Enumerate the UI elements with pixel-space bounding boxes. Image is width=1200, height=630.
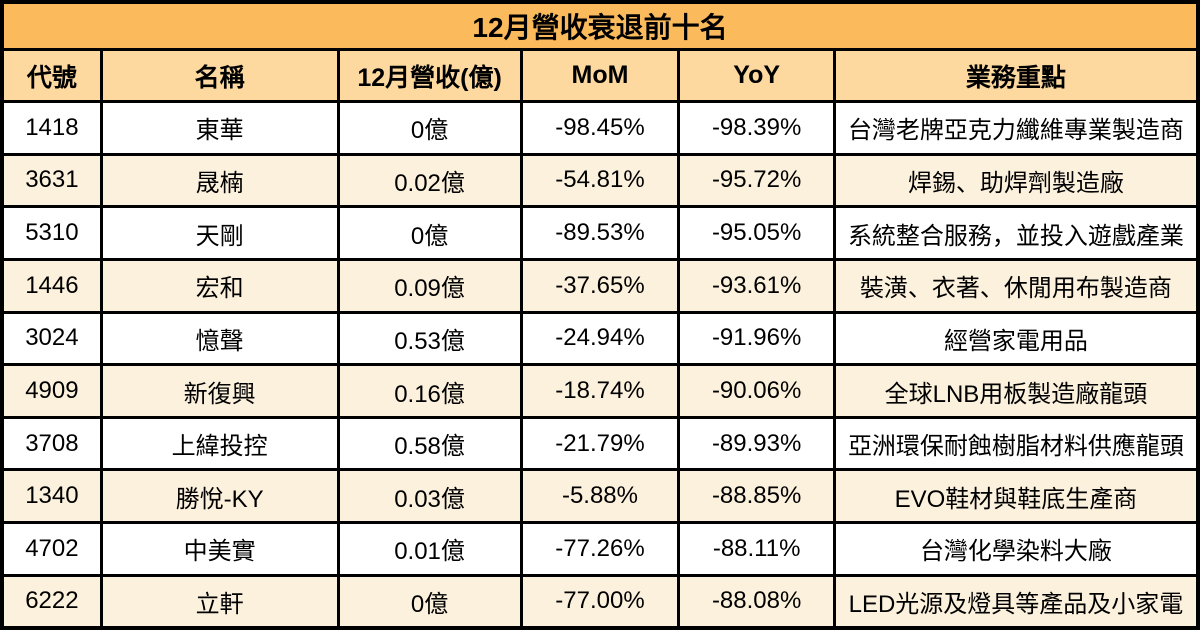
cell-name: 中美實: [99, 521, 340, 577]
cell-business: 焊錫、助焊劑製造廠: [832, 152, 1200, 209]
cell-revenue: 0.03億: [336, 468, 523, 525]
cell-mom: -98.45%: [519, 100, 681, 156]
column-header-code: 代號: [0, 48, 103, 103]
cell-revenue: 0.09億: [336, 257, 523, 314]
cell-code: 1446: [0, 257, 103, 314]
cell-mom: -77.26%: [519, 521, 681, 577]
cell-code: 3024: [0, 310, 103, 367]
cell-yoy: -88.11%: [677, 521, 836, 577]
cell-yoy: -95.05%: [677, 205, 836, 261]
cell-revenue: 0億: [336, 205, 523, 261]
table-row: 5310 天剛 0億 -89.53% -95.05% 系統整合服務，並投入遊戲產…: [0, 205, 1200, 261]
cell-name: 宏和: [99, 257, 340, 314]
cell-name: 上緯投控: [99, 415, 340, 472]
table-row: 4702 中美實 0.01億 -77.26% -88.11% 台灣化學染料大廠: [0, 521, 1200, 577]
table-row: 3024 憶聲 0.53億 -24.94% -91.96% 經營家電用品: [0, 310, 1200, 367]
cell-code: 4702: [0, 521, 103, 577]
cell-yoy: -90.06%: [677, 363, 836, 419]
column-header-mom: MoM: [519, 48, 681, 103]
table-row: 3631 晟楠 0.02億 -54.81% -95.72% 焊錫、助焊劑製造廠: [0, 152, 1200, 209]
table-row: 1446 宏和 0.09億 -37.65% -93.61% 裝潢、衣著、休閒用布…: [0, 257, 1200, 314]
table-row: 1340 勝悅-KY 0.03億 -5.88% -88.85% EVO鞋材與鞋底…: [0, 468, 1200, 525]
cell-revenue: 0億: [336, 573, 523, 630]
cell-name: 天剛: [99, 205, 340, 261]
cell-name: 憶聲: [99, 310, 340, 367]
cell-business: 全球LNB用板製造廠龍頭: [832, 363, 1200, 419]
cell-business: 裝潢、衣著、休閒用布製造商: [832, 257, 1200, 314]
cell-code: 5310: [0, 205, 103, 261]
cell-code: 6222: [0, 573, 103, 630]
cell-yoy: -88.08%: [677, 573, 836, 630]
column-header-name: 名稱: [99, 48, 340, 103]
column-header-business: 業務重點: [832, 48, 1200, 103]
cell-revenue: 0.58億: [336, 415, 523, 472]
cell-business: 經營家電用品: [832, 310, 1200, 367]
cell-code: 3631: [0, 152, 103, 209]
cell-name: 晟楠: [99, 152, 340, 209]
cell-business: 台灣老牌亞克力纖維專業製造商: [832, 100, 1200, 156]
table-row: 3708 上緯投控 0.58億 -21.79% -89.93% 亞洲環保耐蝕樹脂…: [0, 415, 1200, 472]
cell-yoy: -98.39%: [677, 100, 836, 156]
cell-mom: -89.53%: [519, 205, 681, 261]
cell-mom: -24.94%: [519, 310, 681, 367]
cell-revenue: 0.53億: [336, 310, 523, 367]
table-header-row: 代號 名稱 12月營收(億) MoM YoY 業務重點: [0, 48, 1200, 103]
cell-business: 系統整合服務，並投入遊戲產業: [832, 205, 1200, 261]
table-body: 1418 東華 0億 -98.45% -98.39% 台灣老牌亞克力纖維專業製造…: [0, 100, 1200, 630]
cell-yoy: -88.85%: [677, 468, 836, 525]
cell-yoy: -91.96%: [677, 310, 836, 367]
cell-business: 亞洲環保耐蝕樹脂材料供應龍頭: [832, 415, 1200, 472]
cell-revenue: 0億: [336, 100, 523, 156]
column-header-revenue: 12月營收(億): [336, 48, 523, 103]
cell-mom: -77.00%: [519, 573, 681, 630]
cell-business: LED光源及燈具等產品及小家電: [832, 573, 1200, 630]
cell-yoy: -93.61%: [677, 257, 836, 314]
cell-code: 1418: [0, 100, 103, 156]
cell-mom: -54.81%: [519, 152, 681, 209]
column-header-yoy: YoY: [677, 48, 836, 103]
cell-yoy: -89.93%: [677, 415, 836, 472]
cell-name: 立軒: [99, 573, 340, 630]
cell-mom: -21.79%: [519, 415, 681, 472]
cell-revenue: 0.01億: [336, 521, 523, 577]
cell-yoy: -95.72%: [677, 152, 836, 209]
cell-code: 1340: [0, 468, 103, 525]
cell-revenue: 0.16億: [336, 363, 523, 419]
cell-code: 4909: [0, 363, 103, 419]
cell-code: 3708: [0, 415, 103, 472]
table-title-row: 12月營收衰退前十名: [0, 0, 1200, 51]
cell-business: EVO鞋材與鞋底生產商: [832, 468, 1200, 525]
cell-business: 台灣化學染料大廠: [832, 521, 1200, 577]
cell-name: 東華: [99, 100, 340, 156]
cell-mom: -18.74%: [519, 363, 681, 419]
cell-revenue: 0.02億: [336, 152, 523, 209]
table-row: 1418 東華 0億 -98.45% -98.39% 台灣老牌亞克力纖維專業製造…: [0, 100, 1200, 156]
cell-name: 勝悅-KY: [99, 468, 340, 525]
table-row: 6222 立軒 0億 -77.00% -88.08% LED光源及燈具等產品及小…: [0, 573, 1200, 630]
table-row: 4909 新復興 0.16億 -18.74% -90.06% 全球LNB用板製造…: [0, 363, 1200, 419]
cell-name: 新復興: [99, 363, 340, 419]
cell-mom: -5.88%: [519, 468, 681, 525]
table-title: 12月營收衰退前十名: [0, 0, 1200, 51]
cell-mom: -37.65%: [519, 257, 681, 314]
